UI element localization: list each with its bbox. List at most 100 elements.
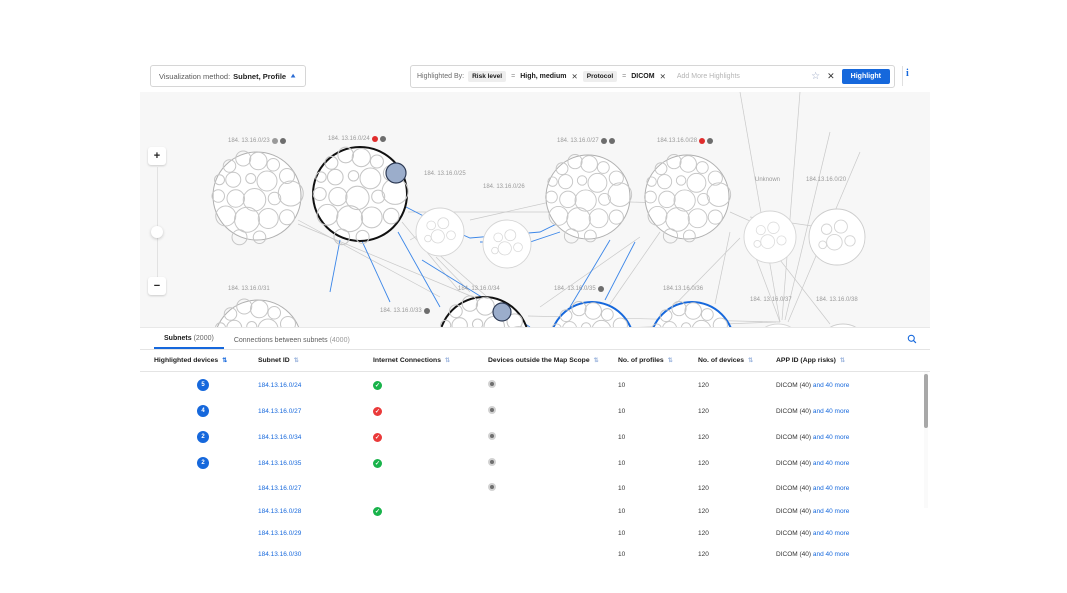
tab-connections-count: (4000) — [329, 337, 350, 344]
subnet-id-link[interactable]: 184.13.16.0/35 — [258, 459, 302, 467]
highlighted-devices-badge[interactable]: 2 — [197, 431, 209, 443]
node-label-27: 184. 13.16.0/27 — [557, 138, 615, 144]
table-row[interactable]: 2 184.13.16.0/35 ✓ 10 120 DICOM (40) and 40 m… — [140, 450, 930, 476]
remove-filter-risk-level-icon[interactable]: ✕ — [571, 71, 578, 81]
col-no-of-profiles[interactable]: No. of profiles ⇅ — [618, 350, 698, 372]
add-more-highlights-input[interactable]: Add More Highlights — [676, 73, 740, 80]
subnet-node-37[interactable] — [752, 323, 804, 327]
cell-no-of-devices: 120 — [698, 484, 709, 492]
subnet-id-link[interactable]: 184.13.16.0/30 — [258, 551, 302, 558]
chevron-up-icon[interactable]: ▲ — [289, 72, 297, 80]
app-id-more-link[interactable]: and 40 more — [812, 433, 850, 441]
subnet-id-link[interactable]: 184.13.16.0/24 — [258, 381, 302, 389]
subnet-node-24[interactable] — [312, 146, 409, 246]
internet-ok-icon: ✓ — [373, 458, 382, 468]
cell-app-id: DICOM (40) and 40 more — [776, 544, 930, 565]
table-row[interactable]: 4 184.13.16.0/27 ✓ 10 120 DICOM (40) and 40 m… — [140, 398, 930, 424]
subnet-node-unknown[interactable] — [743, 210, 797, 264]
subnet-node-36[interactable] — [648, 300, 737, 327]
table-scrollbar-track[interactable] — [924, 372, 928, 508]
col-subnet-id[interactable]: Subnet ID ⇅ — [258, 350, 373, 372]
app-id-more-link[interactable]: and 40 more — [812, 551, 850, 558]
subnet-id-link[interactable]: 184.13.16.0/28 — [258, 508, 302, 515]
filter-value-risk-level[interactable]: High, medium — [520, 73, 567, 80]
tab-connections[interactable]: Connections between subnets (4000) — [224, 337, 360, 349]
subnet-node-34[interactable] — [437, 295, 532, 327]
app-id-name: DICOM (40) — [776, 433, 813, 441]
zoom-in-button[interactable]: + — [148, 147, 166, 165]
subnet-node-28[interactable] — [643, 153, 732, 244]
tab-subnets[interactable]: Subnets (2000) — [154, 335, 224, 349]
cell-no-of-profiles: 10 — [618, 433, 626, 441]
table-row[interactable]: 2 184.13.16.0/34 ✓ 10 120 DICOM (40) and 40 m… — [140, 424, 930, 450]
sort-icon[interactable]: ⇅ — [222, 358, 227, 364]
highlight-filter-bar[interactable]: Highlighted By: Risk level = High, mediu… — [410, 65, 895, 88]
shield-icon — [271, 138, 278, 144]
zoom-controls[interactable]: + − — [148, 147, 170, 295]
filter-operator-0: = — [511, 73, 516, 80]
highlight-button[interactable]: Highlight — [841, 69, 890, 84]
filter-field-protocol[interactable]: Protocol — [582, 71, 618, 82]
visualization-method-selector[interactable]: Visualization method: Subnet, Profile ▲ — [150, 65, 306, 87]
sort-icon[interactable]: ⇅ — [748, 358, 753, 364]
filter-value-protocol[interactable]: DICOM — [631, 73, 655, 80]
filter-field-risk-level[interactable]: Risk level — [468, 71, 507, 82]
subnet-node-20[interactable] — [808, 208, 866, 266]
app-id-more-link[interactable]: and 40 more — [812, 530, 850, 537]
subnet-id-link[interactable]: 184.13.16.0/29 — [258, 530, 302, 537]
device-icon — [379, 136, 386, 142]
app-id-more-link[interactable]: and 40 more — [812, 381, 850, 389]
subnet-node-38[interactable] — [817, 323, 869, 327]
sort-icon[interactable]: ⇅ — [667, 358, 673, 364]
subnet-node-27[interactable] — [544, 153, 633, 244]
zoom-slider-track[interactable] — [156, 167, 158, 277]
sort-icon[interactable]: ⇅ — [839, 358, 845, 364]
subnet-id-link[interactable]: 184.13.16.0/34 — [258, 433, 302, 441]
node-label-26: 184. 13.16.0/26 — [483, 184, 525, 190]
internet-blocked-icon: ✓ — [373, 432, 382, 442]
network-map-canvas[interactable]: 184. 13.16.0/23 184. 13.16.0/24 184. 13.… — [140, 92, 930, 327]
cell-app-id: DICOM (40) and 40 more — [776, 398, 930, 424]
app-id-more-link[interactable]: and 40 more — [812, 508, 850, 515]
table-scrollbar-thumb[interactable] — [924, 374, 928, 428]
col-highlighted-devices[interactable]: Highlighted devices ⇅ — [140, 350, 258, 372]
device-outside-scope-icon — [488, 483, 496, 491]
subnet-node-26[interactable] — [482, 219, 532, 269]
cell-devices-outside-map-scope — [488, 544, 618, 565]
table-row[interactable]: 184.13.16.0/27 10 120 DICOM (40) and 40 mor… — [140, 476, 930, 500]
highlighted-devices-badge[interactable]: 2 — [197, 457, 209, 469]
app-id-more-link[interactable]: and 40 more — [812, 459, 850, 467]
subnet-id-link[interactable]: 184.13.16.0/27 — [258, 484, 302, 492]
info-icon[interactable]: i — [906, 68, 909, 79]
col-no-of-devices[interactable]: No. of devices ⇅ — [698, 350, 776, 372]
subnet-node-31[interactable] — [212, 298, 305, 327]
table-row[interactable]: 184.13.16.0/28 ✓ 10 120 DICOM (40) and 40 mo… — [140, 500, 930, 523]
zoom-slider-knob[interactable] — [151, 226, 163, 238]
table-row[interactable]: 184.13.16.0/29 10 120 DICOM (40) and 40 mor… — [140, 523, 930, 544]
star-icon[interactable]: ☆ — [811, 70, 821, 82]
app-id-more-link[interactable]: and 40 more — [812, 484, 850, 492]
table-row[interactable]: 5 184.13.16.0/24 ✓ 10 120 DICOM (40) and 40 m… — [140, 372, 930, 399]
table-row[interactable]: 184.13.16.0/30 10 120 DICOM (40) and 40 mor… — [140, 544, 930, 565]
subnet-node-23[interactable] — [211, 150, 304, 246]
remove-filter-protocol-icon[interactable]: ✕ — [659, 71, 666, 81]
search-icon[interactable] — [904, 331, 920, 347]
subnet-node-35[interactable] — [548, 300, 637, 327]
clear-highlights-icon[interactable]: ✕ — [827, 71, 835, 81]
device-icon — [707, 138, 714, 144]
sort-icon[interactable]: ⇅ — [593, 358, 599, 364]
col-internet-connections[interactable]: Internet Connections ⇅ — [373, 350, 488, 372]
subnet-node-25[interactable] — [415, 207, 465, 257]
highlighted-devices-badge[interactable]: 5 — [197, 379, 209, 391]
zoom-out-button[interactable]: − — [148, 277, 166, 295]
highlighted-devices-badge[interactable]: 4 — [197, 405, 209, 417]
subnet-id-link[interactable]: 184.13.16.0/27 — [258, 407, 302, 415]
col-app-id[interactable]: APP ID (App risks) ⇅ — [776, 350, 930, 372]
subnets-panel: Subnets (2000) Connections between subne… — [140, 327, 930, 558]
cell-internet-connections: ✓ — [373, 424, 488, 450]
col-devices-outside-map-scope[interactable]: Devices outside the Map Scope ⇅ — [488, 350, 618, 372]
table-head: Highlighted devices ⇅ Subnet ID ⇅ Internet… — [140, 350, 930, 372]
app-id-more-link[interactable]: and 40 more — [812, 407, 850, 415]
sort-icon[interactable]: ⇅ — [444, 358, 450, 364]
sort-icon[interactable]: ⇅ — [293, 358, 299, 364]
